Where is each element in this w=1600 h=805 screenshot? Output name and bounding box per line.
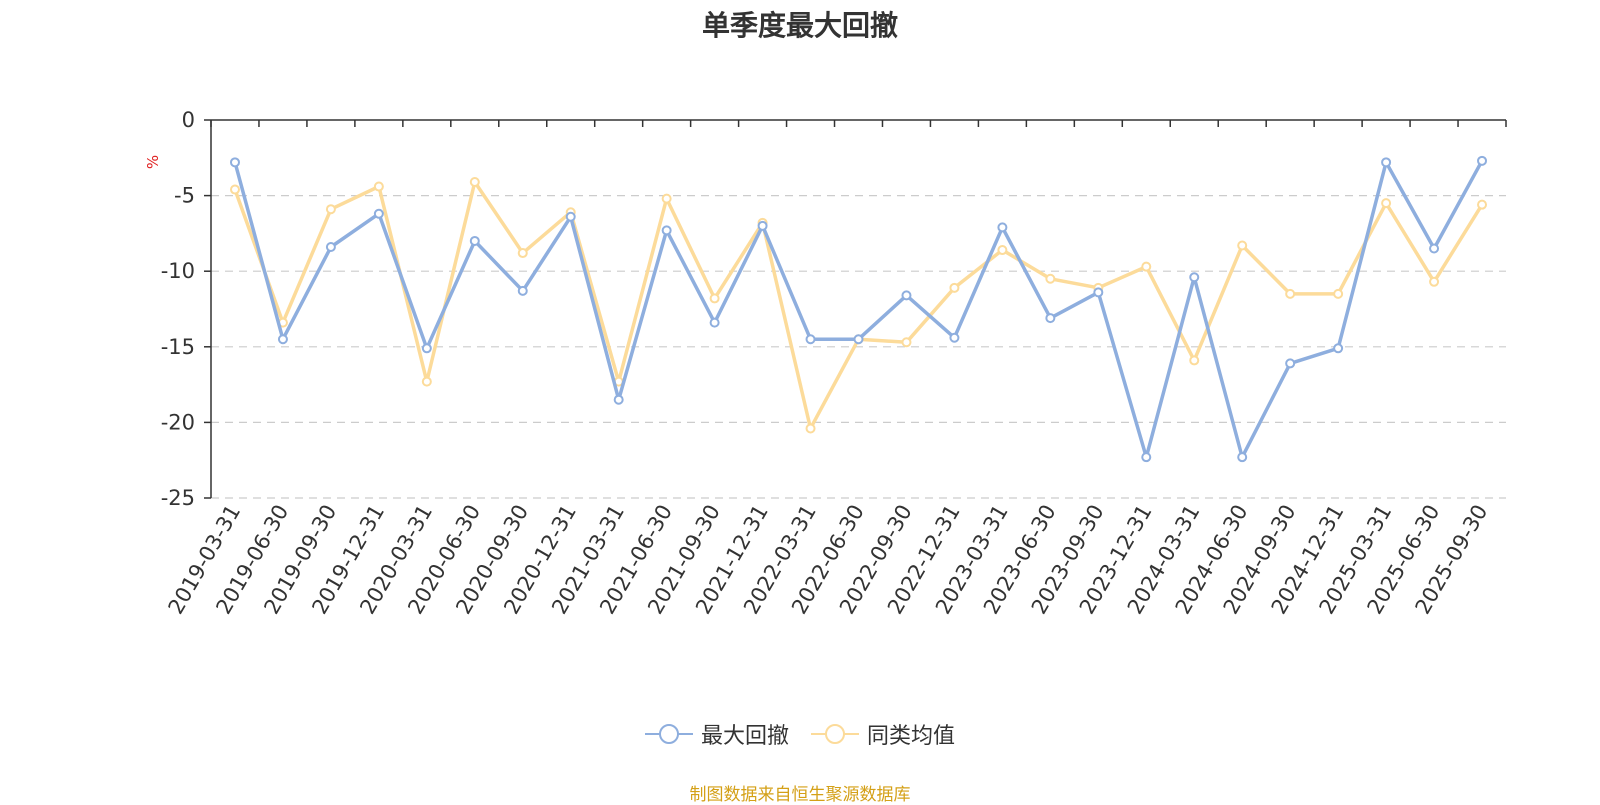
data-point [709, 317, 720, 328]
legend: 最大回撤 同类均值 [0, 718, 1600, 750]
data-point [277, 334, 288, 345]
data-point [1429, 276, 1440, 287]
legend-item-max-drawdown[interactable]: 最大回撤 [644, 718, 789, 750]
y-axis-unit: % [144, 155, 162, 169]
data-point [229, 184, 240, 195]
y-tick-label: -15 [161, 335, 195, 359]
data-point [1189, 355, 1200, 366]
series-0 [229, 155, 1488, 463]
y-tick-label: -5 [174, 184, 195, 208]
source-note: 制图数据来自恒生聚源数据库 [689, 785, 911, 805]
data-point [469, 176, 480, 187]
data-point [949, 282, 960, 293]
series-line [233, 180, 1484, 431]
data-point [421, 376, 432, 387]
legend-label: 最大回撤 [700, 724, 789, 749]
y-tick-label: -20 [161, 410, 195, 434]
data-point [1237, 240, 1248, 251]
data-point [805, 334, 816, 345]
series-1 [229, 176, 1488, 434]
data-point [1045, 273, 1056, 284]
data-point [565, 211, 576, 222]
data-point [853, 334, 864, 345]
data-point [613, 394, 624, 405]
data-point [373, 181, 384, 192]
data-point [1189, 272, 1200, 283]
axis-layer: 0-5-10-15-20-25%2019-03-312019-06-302019… [144, 108, 1507, 618]
data-point [1237, 452, 1248, 463]
data-point [1141, 261, 1152, 272]
data-point [1477, 155, 1488, 166]
data-point [709, 293, 720, 304]
y-tick-label: -10 [161, 259, 195, 283]
data-point [325, 242, 336, 253]
data-point [1285, 288, 1296, 299]
y-tick-label: -25 [161, 486, 195, 510]
data-point [421, 343, 432, 354]
data-point [661, 193, 672, 204]
data-point [1141, 452, 1152, 463]
data-point [805, 423, 816, 434]
data-point [1285, 358, 1296, 369]
data-point [517, 285, 528, 296]
data-point [1381, 157, 1392, 168]
data-point [1477, 199, 1488, 210]
grid-layer [211, 195, 1506, 499]
data-point [1333, 343, 1344, 354]
data-point [325, 204, 336, 215]
data-point [1093, 287, 1104, 298]
data-point [901, 290, 912, 301]
data-point [1045, 313, 1056, 324]
data-point [373, 208, 384, 219]
data-point [661, 225, 672, 236]
data-point [1381, 198, 1392, 209]
legend-line-circle-icon [644, 724, 693, 744]
data-point [469, 235, 480, 246]
legend-item-peer-average[interactable]: 同类均值 [811, 718, 955, 750]
y-tick-label: 0 [182, 108, 195, 132]
legend-line-circle-icon [811, 724, 859, 744]
data-point [1333, 288, 1344, 299]
data-point [997, 222, 1008, 233]
data-point [757, 220, 768, 231]
data-point [1429, 243, 1440, 254]
series-line [233, 159, 1484, 459]
series-layer [229, 155, 1488, 463]
data-point [949, 332, 960, 343]
legend-label: 同类均值 [867, 724, 956, 749]
data-point [517, 248, 528, 259]
chart-title: 单季度最大回撤 [701, 9, 898, 42]
data-point [997, 245, 1008, 256]
data-point [229, 157, 240, 168]
data-point [901, 337, 912, 348]
